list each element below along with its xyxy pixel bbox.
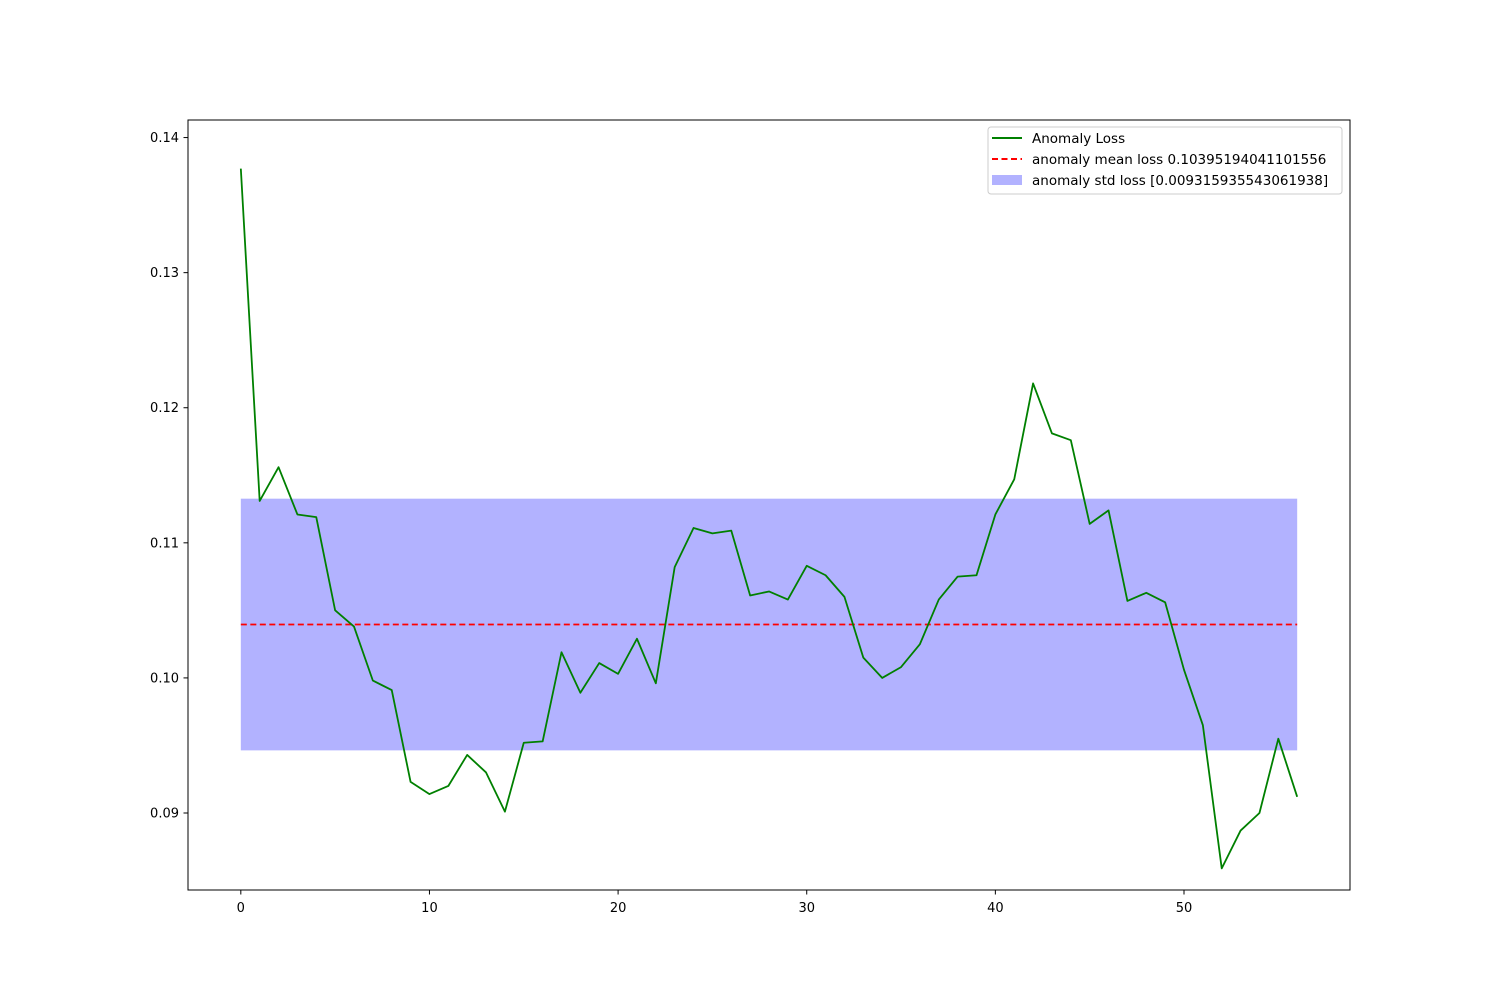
legend-label-mean-loss: anomaly mean loss 0.10395194041101556 [1032, 152, 1326, 168]
legend: Anomaly Loss anomaly mean loss 0.1039519… [987, 126, 1343, 195]
legend-swatch-std-loss [992, 175, 1022, 185]
x-tick-label: 10 [421, 901, 438, 916]
axes-frame [187, 119, 1351, 891]
y-tick-label: 0.12 [150, 401, 179, 416]
legend-label-anomaly-loss: Anomaly Loss [1032, 131, 1125, 147]
y-tick-label: 0.11 [150, 536, 179, 551]
y-tick-label: 0.13 [150, 266, 179, 281]
x-tick-label: 20 [610, 901, 627, 916]
anomaly-loss-line [239, 168, 1299, 870]
axis-ticks: 0 10 20 30 40 50 0.09 0.10 0.11 0.12 0.13 0.14 [150, 131, 1192, 916]
plot-area [239, 168, 1299, 870]
x-tick-label: 0 [237, 901, 245, 916]
y-tick-label: 0.10 [150, 671, 179, 686]
x-tick-label: 40 [987, 901, 1004, 916]
y-tick-label: 0.14 [150, 131, 179, 146]
legend-label-std-loss: anomaly std loss [0.009315935543061938] [1032, 173, 1328, 189]
x-tick-label: 30 [798, 901, 815, 916]
legend-box [987, 126, 1343, 195]
y-tick-label: 0.09 [150, 807, 179, 822]
x-tick-label: 50 [1176, 901, 1193, 916]
